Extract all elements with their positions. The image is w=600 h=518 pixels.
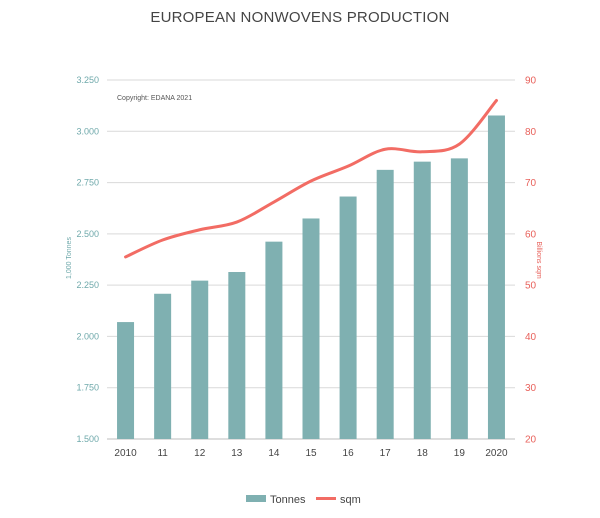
sqm-point-12 [198, 228, 201, 231]
copyright-annotation: Copyright: EDANA 2021 [117, 95, 192, 102]
bar-tonnes-12 [191, 280, 209, 439]
bar-tonnes-17 [376, 169, 394, 439]
x-tick-label: 2010 [114, 448, 137, 459]
left-tick-label: 2.000 [76, 331, 99, 341]
chart-title: EUROPEAN NONWOVENS PRODUCTION [150, 9, 449, 26]
sqm-line-layer [124, 99, 498, 259]
x-tick-label: 16 [343, 448, 355, 459]
right-tick-label: 40 [525, 332, 537, 343]
sqm-point-11 [161, 238, 164, 242]
right-tick-label: 20 [525, 435, 537, 446]
bar-tonnes-15 [302, 218, 320, 439]
left-tick-label: 3.000 [76, 126, 99, 136]
sqm-point-18 [421, 150, 424, 153]
sqm-point-19 [458, 142, 461, 146]
left-tick-label: 2.250 [76, 280, 99, 290]
bar-tonnes-19 [450, 158, 468, 440]
bar-tonnes-11 [154, 293, 172, 439]
left-tick-label: 1.750 [76, 383, 99, 393]
x-tick-label: 11 [157, 448, 168, 459]
right-axis-label: Billions sqm [535, 241, 542, 279]
right-tick-label: 80 [525, 127, 537, 138]
legend-label-tonnes: Tonnes [270, 494, 306, 506]
legend-swatch-tonnes [246, 495, 266, 502]
tonnes-bars [117, 115, 505, 440]
bar-tonnes-18 [413, 161, 431, 439]
x-axis-ticks: 2010 11 12 13 14 15 16 17 18 19 2020 [114, 448, 508, 459]
right-tick-label: 30 [525, 383, 537, 394]
sqm-point-2020 [495, 99, 498, 102]
x-tick-label: 14 [268, 448, 280, 459]
x-tick-label: 13 [231, 448, 243, 459]
right-tick-label: 70 [525, 178, 537, 189]
left-tick-label: 1.500 [76, 434, 99, 444]
right-tick-label: 50 [525, 281, 537, 292]
x-tick-label: 18 [417, 448, 429, 459]
right-tick-label: 60 [525, 229, 537, 240]
x-tick-label: 19 [454, 448, 466, 459]
left-tick-label: 2.500 [76, 229, 99, 239]
x-tick-label: 2020 [485, 448, 508, 459]
bar-tonnes-14 [265, 241, 283, 439]
bar-tonnes-2020 [487, 115, 505, 439]
x-tick-label: 15 [305, 448, 317, 459]
x-tick-label: 12 [194, 448, 206, 459]
legend-label-sqm: sqm [340, 494, 361, 506]
left-tick-label: 2.750 [76, 178, 99, 188]
bar-tonnes-13 [228, 272, 246, 439]
legend: Tonnes sqm [246, 494, 361, 506]
right-axis-ticks: 20 30 40 50 60 70 80 90 [525, 76, 537, 446]
bar-tonnes-2010 [117, 322, 135, 439]
sqm-point-16 [346, 164, 350, 168]
left-axis-ticks: 1.500 1.750 2.000 2.250 2.500 2.750 3.000 3.250 [76, 75, 99, 444]
left-tick-label: 3.250 [76, 75, 99, 85]
sqm-point-13 [235, 220, 239, 224]
x-tick-label: 17 [380, 448, 392, 459]
sqm-point-2010 [124, 255, 127, 259]
left-axis-label: 1,000 Tonnes [66, 237, 73, 279]
sqm-point-17 [383, 148, 387, 151]
right-tick-label: 90 [525, 76, 537, 87]
bar-tonnes-16 [339, 196, 357, 439]
sqm-point-14 [272, 200, 276, 204]
sqm-point-15 [309, 179, 313, 183]
